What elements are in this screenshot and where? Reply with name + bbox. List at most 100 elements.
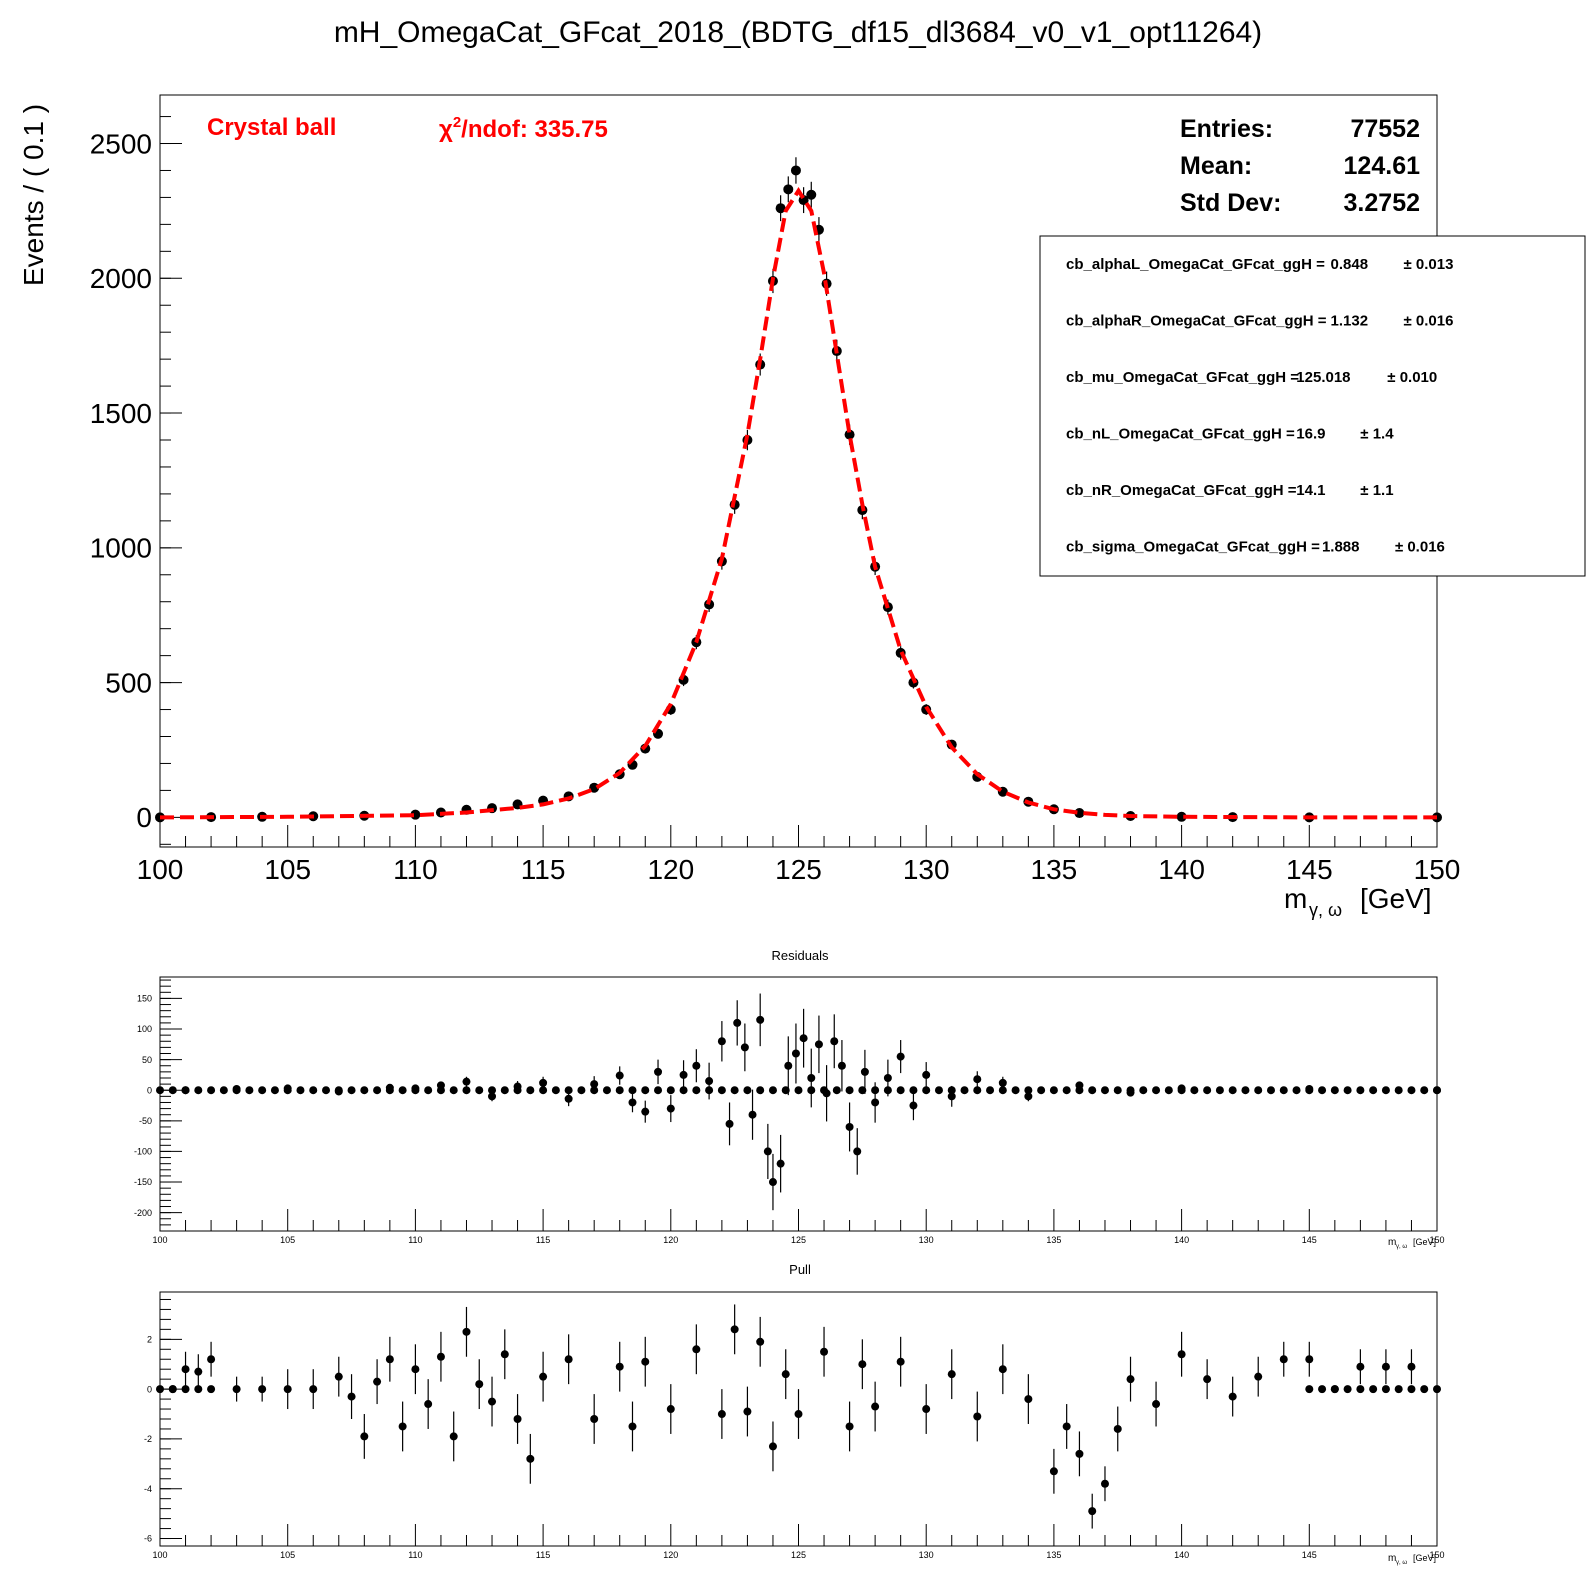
data-point — [1088, 1086, 1097, 1095]
x-tick-label: 100 — [137, 854, 184, 885]
x-tick-label: 100 — [152, 1235, 167, 1245]
data-point — [232, 1085, 241, 1094]
data-point — [181, 1086, 190, 1095]
data-point — [794, 1086, 803, 1095]
main-x-axis: 100 105 110 115 120 125 130 135 140 145 150 — [137, 825, 1461, 885]
data-point — [1433, 1385, 1441, 1394]
data-point — [1330, 1385, 1339, 1394]
data-point — [832, 1086, 841, 1095]
x-tick-label: 120 — [647, 854, 694, 885]
param-name: cb_sigma_OmegaCat_GFcat_ggH = — [1066, 539, 1320, 556]
y-tick-label: -50 — [139, 1116, 152, 1126]
data-point — [1407, 1385, 1416, 1394]
data-point — [168, 1385, 177, 1394]
data-point — [784, 1061, 793, 1070]
data-point — [1407, 1086, 1416, 1095]
data-point — [526, 1454, 535, 1463]
data-point — [436, 1081, 445, 1090]
x-tick-label: 130 — [903, 854, 950, 885]
stats-stddev-label: Std Dev: — [1180, 189, 1281, 217]
x-tick-label: 110 — [408, 1235, 422, 1245]
y-tick-label: 2000 — [90, 263, 152, 294]
x-tick-label: 135 — [1031, 854, 1078, 885]
chi2-label: χ2/ndof: 335.75 — [439, 114, 608, 143]
x-tick-label: 110 — [408, 1550, 422, 1560]
data-point — [794, 1410, 803, 1419]
pull-title: Pull — [789, 1262, 811, 1277]
param-value: 14.1 — [1296, 482, 1325, 499]
data-point — [564, 1086, 573, 1095]
data-point — [641, 1086, 650, 1095]
data-point — [373, 1377, 382, 1386]
y-tick-label: 100 — [137, 1024, 152, 1034]
data-point — [756, 1337, 765, 1346]
data-point — [194, 1367, 203, 1376]
data-point — [1407, 1362, 1416, 1371]
x-tick-label: 105 — [280, 1235, 295, 1245]
data-point — [500, 1350, 509, 1359]
data-point — [806, 189, 817, 200]
data-point — [756, 1086, 765, 1095]
data-point — [679, 1070, 688, 1079]
data-point — [462, 1077, 471, 1086]
data-point — [462, 1327, 471, 1336]
main-fit-panel: mH_OmegaCat_GFcat_2018_(BDTG_df15_dl3684… — [18, 16, 1586, 920]
x-label-subscript: γ, ω — [1309, 900, 1342, 920]
stats-entries-label: Entries: — [1180, 115, 1273, 143]
stats-stddev-value: 3.2752 — [1344, 189, 1420, 217]
data-point — [844, 429, 855, 440]
data-point — [730, 1086, 739, 1095]
data-point — [725, 1119, 734, 1128]
data-point — [717, 1086, 726, 1095]
data-point — [853, 1147, 862, 1156]
data-point — [768, 1442, 777, 1451]
x-tick-label: 145 — [1302, 1235, 1317, 1245]
y-tick-label: -200 — [134, 1208, 152, 1218]
data-point — [791, 1049, 800, 1058]
data-point — [692, 1061, 701, 1070]
data-point — [628, 1422, 637, 1431]
x-tick-label: 105 — [264, 854, 311, 885]
data-point — [883, 1073, 892, 1082]
pull-x-axis: 100 105 110 115 120 125 130 135 140 145 150 — [152, 1524, 1445, 1560]
x-tick-label: 125 — [791, 1550, 806, 1560]
x-tick-label: 135 — [1046, 1550, 1061, 1560]
data-point — [998, 1078, 1007, 1087]
data-point — [207, 1086, 216, 1095]
residuals-plot-frame — [159, 976, 1438, 1232]
data-point — [1356, 1385, 1365, 1394]
x-tick-label: 115 — [536, 1235, 550, 1245]
data-point — [1279, 1086, 1288, 1095]
x-tick-label: 125 — [775, 854, 822, 885]
data-point — [763, 1147, 772, 1156]
x-tick-label: 150 — [1414, 854, 1461, 885]
x-tick-label: 100 — [152, 1550, 167, 1560]
data-point — [922, 1405, 931, 1414]
data-point — [424, 1086, 433, 1095]
data-point — [768, 1178, 777, 1187]
data-point — [1305, 1085, 1314, 1094]
param-name: cb_mu_OmegaCat_GFcat_ggH = — [1066, 369, 1299, 386]
data-point — [539, 1086, 548, 1095]
data-point — [654, 1067, 663, 1076]
data-point — [475, 1380, 484, 1389]
data-point — [641, 1107, 650, 1116]
data-point — [449, 1086, 458, 1095]
data-point — [1126, 1375, 1135, 1384]
data-point — [1279, 1355, 1288, 1364]
data-point — [654, 1086, 663, 1095]
data-point — [1100, 1479, 1109, 1488]
data-point — [896, 1357, 905, 1366]
data-point — [322, 1086, 331, 1095]
data-point — [602, 1086, 611, 1095]
x-tick-label: 115 — [536, 1550, 550, 1560]
y-tick-label: 0 — [136, 802, 152, 833]
data-point — [1075, 1081, 1084, 1090]
x-tick-label: 130 — [919, 1235, 934, 1245]
data-point — [551, 1086, 560, 1095]
residuals-x-axis: 100 105 110 115 120 125 130 135 140 145 150 — [152, 1209, 1445, 1245]
data-point — [845, 1122, 854, 1131]
data-point — [334, 1372, 343, 1381]
data-point — [1177, 1350, 1186, 1359]
